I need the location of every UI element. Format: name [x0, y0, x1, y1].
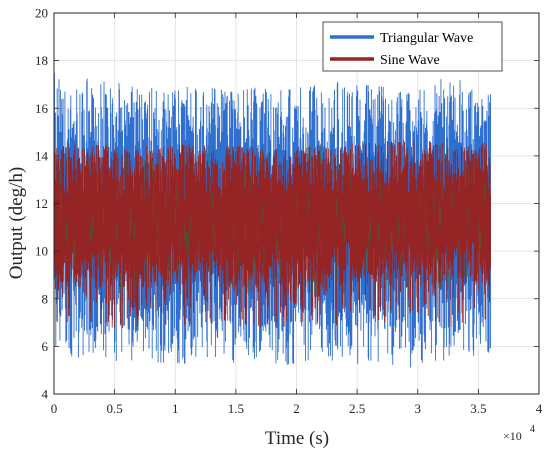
- y-tick-label: 6: [42, 339, 49, 354]
- y-tick-label: 8: [42, 291, 49, 306]
- x-tick-label: 2: [293, 401, 300, 416]
- legend-label-sine-wave: Sine Wave: [380, 53, 440, 68]
- x-tick-label: 1: [172, 401, 179, 416]
- ticks: [53, 12, 540, 395]
- x-tick-label: 4: [536, 401, 543, 416]
- legend-label-triangular-wave: Triangular Wave: [380, 31, 473, 46]
- y-tick-label: 4: [42, 387, 49, 402]
- x-exponent-base: ×10: [503, 429, 522, 443]
- x-axis-label: Time (s): [265, 428, 329, 449]
- x-tick-label: 0.5: [107, 401, 123, 416]
- x-tick-label: 0: [51, 401, 58, 416]
- series-accent: [58, 143, 486, 298]
- x-exponent-power: 4: [530, 424, 535, 435]
- legend-box: [322, 21, 503, 72]
- y-axis-label: Output (deg/h): [6, 167, 27, 279]
- x-tick-label: 2.5: [349, 401, 365, 416]
- y-tick-label: 12: [35, 196, 48, 211]
- x-exponent: ×10 4: [503, 424, 535, 443]
- y-tick-label: 14: [35, 148, 49, 163]
- legend: Triangular Wave Sine Wave: [322, 21, 503, 72]
- y-tick-labels: 4 6 8 10 12 14 16 18 20: [35, 6, 49, 402]
- y-tick-label: 10: [35, 244, 48, 259]
- x-tick-label: 3: [415, 401, 422, 416]
- y-tick-label: 20: [35, 6, 48, 21]
- x-tick-label: 3.5: [470, 401, 486, 416]
- y-tick-label: 16: [35, 101, 49, 116]
- y-tick-label: 18: [35, 53, 48, 68]
- x-tick-labels: 0 0.5 1 1.5 2 2.5 3 3.5 4: [51, 401, 543, 416]
- series-accent-path: [58, 143, 486, 298]
- x-tick-label: 1.5: [228, 401, 244, 416]
